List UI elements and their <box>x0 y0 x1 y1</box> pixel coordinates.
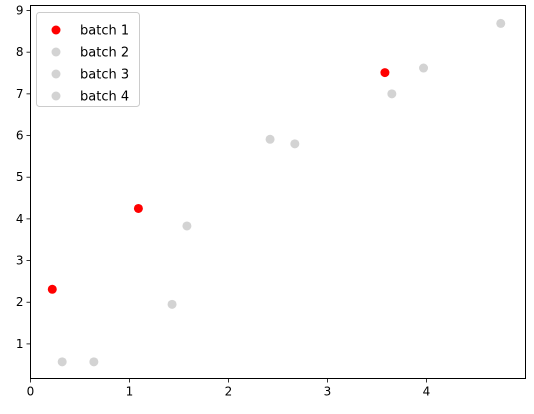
legend-label-3: batch 3 <box>80 68 129 83</box>
legend: batch 1 batch 2 batch 3 batch 4 <box>36 12 140 107</box>
y-tick-label-5: 6 <box>16 129 24 143</box>
point-series-3-2 <box>265 134 275 144</box>
x-tick-label-3: 3 <box>324 385 332 399</box>
point-series-1-3 <box>380 68 390 78</box>
y-tick-label-0: 1 <box>16 337 24 351</box>
data-points <box>47 18 506 367</box>
x-axis: 0 1 2 3 4 <box>27 378 431 399</box>
legend-marker-4 <box>51 91 61 101</box>
y-tick-label-2: 3 <box>16 254 24 268</box>
legend-marker-3 <box>51 69 61 79</box>
point-series-2-2 <box>89 357 99 367</box>
legend-label-4: batch 4 <box>80 90 129 105</box>
x-tick-label-2: 2 <box>225 385 233 399</box>
legend-marker-2 <box>51 47 61 57</box>
y-tick-label-1: 2 <box>16 295 24 309</box>
y-tick-label-4: 5 <box>16 170 24 184</box>
y-tick-label-3: 4 <box>16 212 24 226</box>
plot-area-frame <box>30 5 526 379</box>
point-series-1-1 <box>47 284 57 294</box>
y-tick-label-7: 8 <box>16 45 24 59</box>
x-tick-label-4: 4 <box>423 385 431 399</box>
point-series-3-3 <box>290 139 300 149</box>
legend-label-1: batch 1 <box>80 24 129 39</box>
point-series-4-1 <box>387 89 397 99</box>
y-tick-label-6: 7 <box>16 87 24 101</box>
point-series-3-1 <box>182 221 192 231</box>
y-axis: 1 2 3 4 5 6 7 8 9 <box>16 4 31 351</box>
legend-marker-1 <box>51 25 61 35</box>
point-series-2-1 <box>57 357 67 367</box>
x-tick-label-0: 0 <box>27 385 35 399</box>
x-tick-label-1: 1 <box>126 385 134 399</box>
legend-box <box>36 12 140 107</box>
point-series-2-3 <box>167 299 177 309</box>
point-series-4-3 <box>496 18 506 28</box>
y-tick-label-8: 9 <box>16 4 24 18</box>
point-series-4-2 <box>419 63 429 73</box>
point-series-1-2 <box>133 203 143 213</box>
legend-label-2: batch 2 <box>80 46 129 61</box>
